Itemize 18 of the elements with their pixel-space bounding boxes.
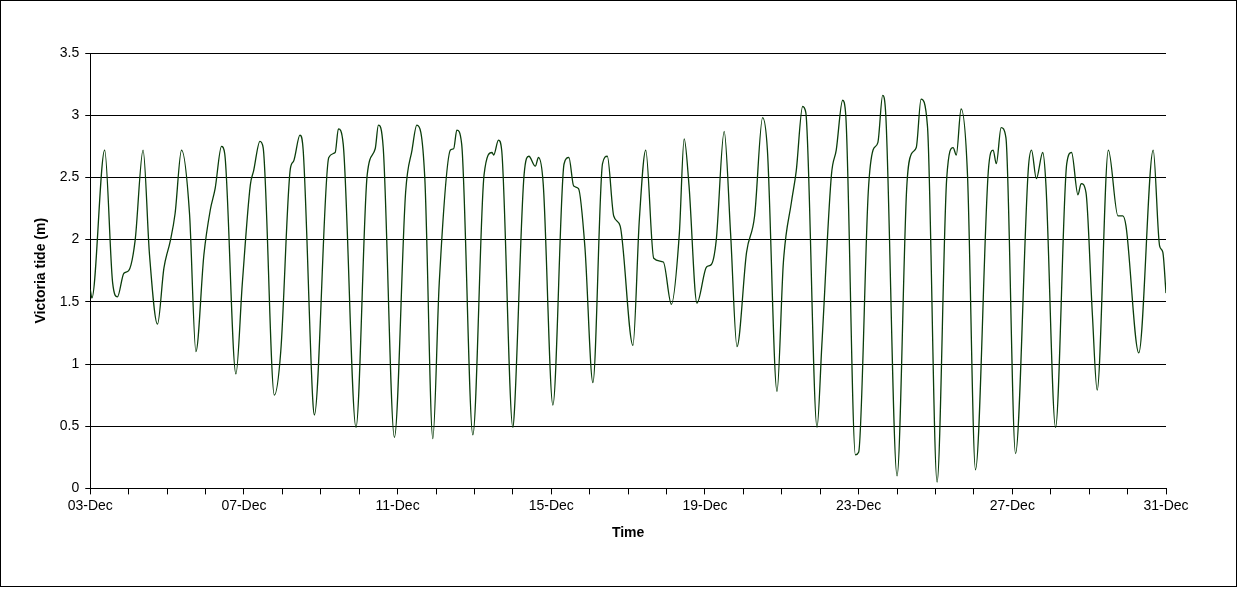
y-tick-label: 1.5 (59, 292, 80, 309)
y-tick-label: 3 (71, 106, 80, 123)
x-tick-label: 23-Dec (836, 496, 882, 513)
x-tick-label: 27-Dec (989, 496, 1035, 513)
y-tick-label: 3.5 (59, 43, 80, 60)
y-tick-label: 0 (71, 479, 80, 496)
y-tick-label: 2 (71, 230, 80, 247)
y-axis-title: Victoria tide (m) (32, 217, 49, 324)
x-tick-label: 31-Dec (1143, 496, 1189, 513)
x-tick-label: 19-Dec (682, 496, 728, 513)
y-tick-label: 1 (71, 354, 80, 371)
x-tick-label: 15-Dec (528, 496, 574, 513)
x-tick-label: 07-Dec (221, 496, 267, 513)
y-tick-label: 0.5 (59, 417, 80, 434)
x-tick-label: 03-Dec (67, 496, 113, 513)
y-tick-label: 2.5 (59, 168, 80, 185)
x-tick-label: 11-Dec (375, 496, 420, 513)
x-axis-title: Time (611, 524, 645, 541)
